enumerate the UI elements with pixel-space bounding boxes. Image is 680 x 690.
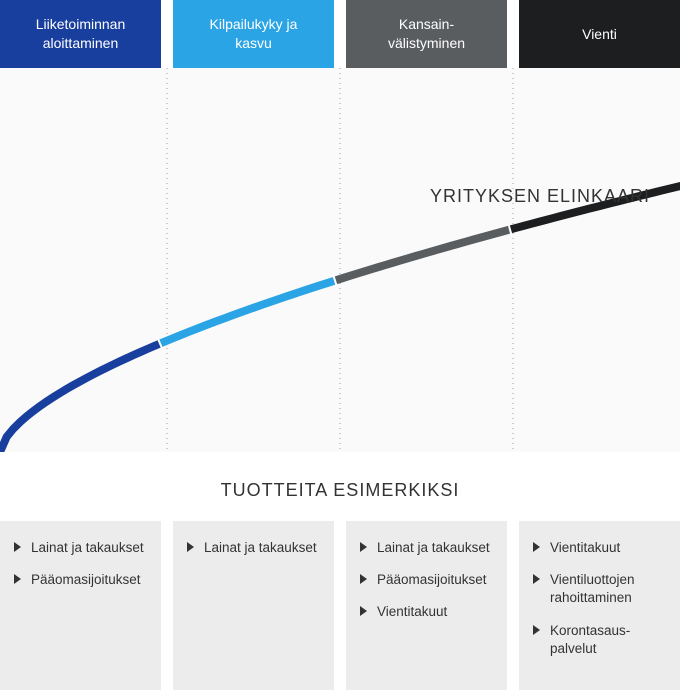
- product-item: Lainat ja takaukset: [14, 539, 147, 557]
- product-item: Vientitakuut: [533, 539, 666, 557]
- product-item: Lainat ja takaukset: [187, 539, 320, 557]
- product-column-2: Lainat ja takaukset Pääomasijoitukset Vien…: [346, 521, 507, 690]
- triangle-bullet-icon: [360, 542, 367, 552]
- product-item-label: Lainat ja takaukset: [377, 539, 490, 557]
- product-item: Korontasaus- palvelut: [533, 622, 666, 658]
- lifecycle-curve-label: YRITYKSEN ELINKAARI: [430, 186, 650, 207]
- lifecycle-tab-1: Kilpailukyky ja kasvu: [173, 0, 334, 68]
- products-section-title: TUOTTEITA ESIMERKIKSI: [0, 452, 680, 521]
- triangle-bullet-icon: [360, 606, 367, 616]
- products-grid: Lainat ja takauksetPääomasijoituksetLain…: [0, 521, 680, 690]
- product-item: Lainat ja takaukset: [360, 539, 493, 557]
- product-item-label: Lainat ja takaukset: [204, 539, 317, 557]
- product-column-0: Lainat ja takaukset Pääomasijoitukset: [0, 521, 161, 690]
- product-item: Vientitakuut: [360, 603, 493, 621]
- lifecycle-curve: YRITYKSEN ELINKAARI: [0, 68, 680, 452]
- triangle-bullet-icon: [14, 542, 21, 552]
- lifecycle-tabs: Liiketoiminnan aloittaminenKilpailukyky …: [0, 0, 680, 68]
- triangle-bullet-icon: [360, 574, 367, 584]
- product-item-label: Lainat ja takaukset: [31, 539, 144, 557]
- triangle-bullet-icon: [533, 625, 540, 635]
- product-item-label: Pääomasijoitukset: [377, 571, 487, 589]
- product-item: Vientiluottojen rahoittaminen: [533, 571, 666, 607]
- triangle-bullet-icon: [187, 542, 194, 552]
- triangle-bullet-icon: [14, 574, 21, 584]
- product-column-3: Vientitakuut Vientiluottojen rahoittamine…: [519, 521, 680, 690]
- triangle-bullet-icon: [533, 542, 540, 552]
- product-item-label: Vientitakuut: [550, 539, 620, 557]
- lifecycle-tab-2: Kansain- välistyminen: [346, 0, 507, 68]
- product-column-1: Lainat ja takaukset: [173, 521, 334, 690]
- product-item-label: Korontasaus- palvelut: [550, 622, 630, 658]
- lifecycle-tab-0: Liiketoiminnan aloittaminen: [0, 0, 161, 68]
- product-item: Pääomasijoitukset: [14, 571, 147, 589]
- product-item-label: Vientiluottojen rahoittaminen: [550, 571, 666, 607]
- product-item-label: Vientitakuut: [377, 603, 447, 621]
- product-item-label: Pääomasijoitukset: [31, 571, 141, 589]
- product-item: Pääomasijoitukset: [360, 571, 493, 589]
- lifecycle-tab-3: Vienti: [519, 0, 680, 68]
- triangle-bullet-icon: [533, 574, 540, 584]
